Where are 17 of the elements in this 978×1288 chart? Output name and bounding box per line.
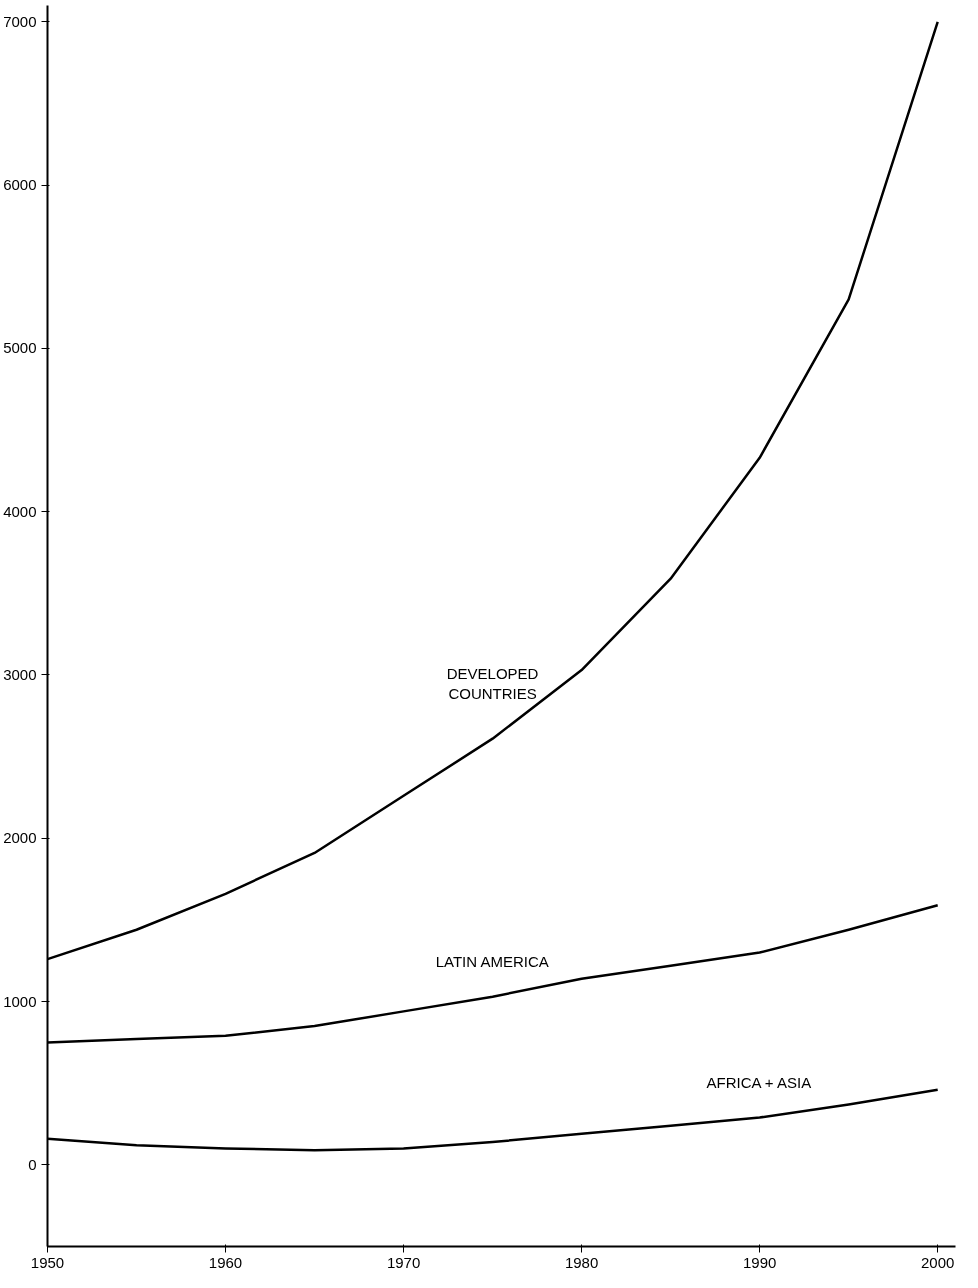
x-tick-label: 2000 [921, 1253, 955, 1271]
y-tick-label: 1000 [3, 992, 37, 1010]
y-tick-label: 3000 [3, 665, 37, 683]
x-tick-label: 1980 [564, 1253, 599, 1271]
series-label: LATIN AMERICA [435, 953, 549, 971]
series-label: AFRICA + ASIA [706, 1074, 812, 1091]
x-tick-label: 1950 [30, 1253, 65, 1271]
y-tick-label: 7000 [3, 12, 37, 30]
y-tick-label: 0 [28, 1155, 37, 1173]
y-tick-label: 6000 [3, 176, 37, 194]
y-tick-label: 2000 [3, 829, 37, 847]
x-tick-label: 1960 [208, 1253, 243, 1271]
y-tick-label: 5000 [3, 339, 37, 357]
x-tick-label: 1970 [386, 1253, 421, 1271]
x-tick-label: 1990 [742, 1253, 777, 1271]
series-label: DEVELOPED COUNTRIES [446, 664, 539, 703]
y-tick-label: 4000 [3, 502, 37, 520]
